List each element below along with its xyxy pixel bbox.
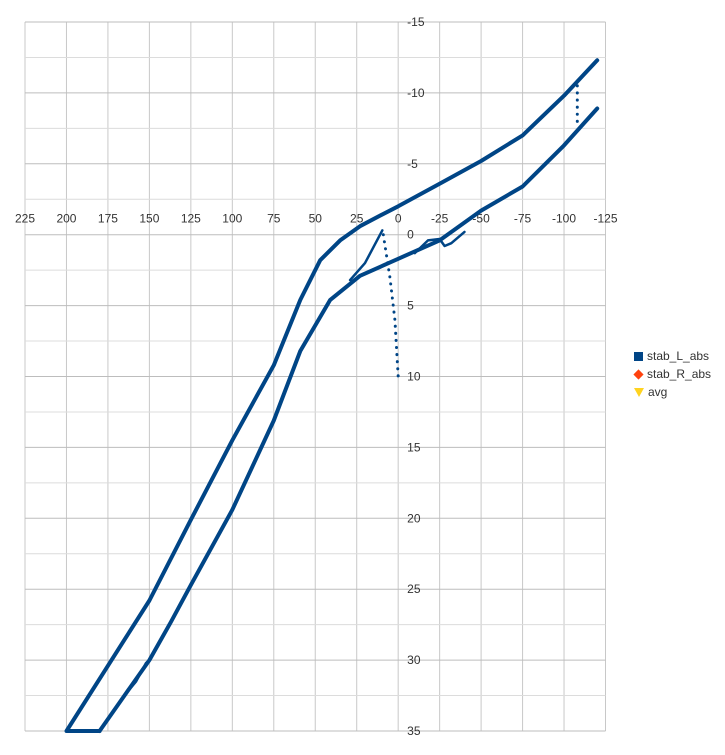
grid (24, 21, 606, 732)
x-tick-label: 0 (395, 212, 402, 226)
tick-labels: 225 200 175 150 125 100 75 50 25 0 -25 -5 0 -75 -100 -1… (15, 15, 618, 738)
y-tick-label: -15 (407, 15, 425, 29)
x-tick-label: 50 (309, 212, 323, 226)
legend-square-marker-icon (634, 351, 643, 361)
legend-label: stab_L_abs (647, 349, 710, 363)
series-stab_L_abs-line (64, 58, 600, 733)
data-series (64, 58, 600, 733)
y-tick-label: 0 (407, 228, 414, 242)
x-tick-label: -75 (514, 212, 532, 226)
series-stab_L_abs-line (348, 229, 384, 282)
x-tick-label: 150 (139, 212, 159, 226)
y-tick-label: 25 (407, 582, 421, 596)
x-tick-label: 175 (98, 212, 118, 226)
legend-triangle-marker-icon (634, 387, 644, 397)
x-tick-label: 75 (267, 212, 281, 226)
legend-item-stab-l-abs: stab_L_abs (634, 347, 711, 365)
y-tick-label: -10 (407, 86, 425, 100)
x-tick-label: -125 (593, 212, 617, 226)
legend-item-stab-r-abs: stab_R_abs (633, 365, 712, 383)
legend: stab_L_abs stab_R_abs avg (633, 347, 712, 401)
series-stab_L_abs-line (97, 106, 600, 733)
legend-item-avg: avg (634, 383, 711, 401)
y-tick-label: 5 (407, 299, 414, 313)
series-stab_L_abs-line (413, 230, 466, 255)
legend-label: stab_R_abs (647, 367, 712, 381)
y-tick-label: 30 (407, 653, 421, 667)
x-tick-label: 225 (15, 212, 35, 226)
legend-diamond-marker-icon (633, 368, 644, 380)
x-tick-label: 125 (181, 212, 201, 226)
y-tick-label: 20 (407, 511, 421, 525)
x-tick-label: 200 (56, 212, 76, 226)
series-stab_L_abs-line (381, 233, 400, 378)
y-tick-label: 15 (407, 440, 421, 454)
x-tick-label: 25 (350, 212, 364, 226)
legend-label: avg (648, 385, 668, 399)
x-tick-label: 100 (222, 212, 242, 226)
y-tick-label: -5 (407, 157, 418, 171)
x-tick-label: -100 (552, 212, 576, 226)
y-tick-label: 10 (407, 370, 421, 384)
y-tick-label: 35 (407, 724, 421, 738)
series-stab_L_abs-line (123, 658, 151, 697)
x-tick-label: -25 (431, 212, 449, 226)
